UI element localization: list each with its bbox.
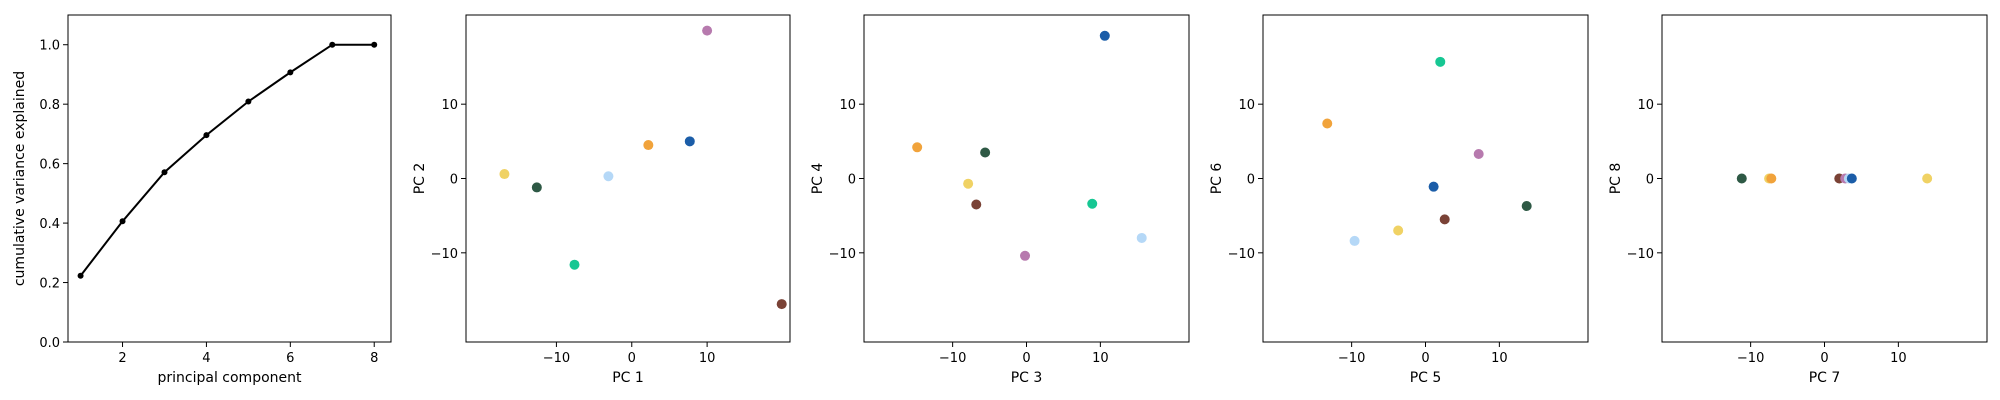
scatter-point — [1020, 250, 1031, 261]
y-tick-label: −10 — [1228, 247, 1255, 262]
x-tick-label: 0 — [628, 351, 636, 366]
scatter-point — [1099, 30, 1110, 41]
axes-frame — [67, 14, 392, 343]
x-tick-label: 2 — [118, 351, 126, 366]
scatter-point — [980, 147, 991, 158]
scatter-point — [603, 171, 614, 182]
scatter-point — [912, 142, 923, 153]
x-tick-label: 8 — [370, 351, 378, 366]
y-tick-label: 0 — [450, 173, 458, 188]
subplot-1: 2 4 6 8 0.0 0.2 0.4 0.6 0.8 1.0 principal componen… — [12, 14, 392, 386]
scatter-point — [1393, 225, 1404, 236]
y-tick-label: 10 — [839, 98, 856, 113]
scatter-point — [684, 136, 695, 147]
scatter-point — [1136, 232, 1147, 243]
y-tick-label: 1.0 — [39, 39, 60, 54]
scatter-point — [963, 178, 974, 189]
data-point — [287, 69, 294, 76]
scatter-point — [1766, 173, 1777, 184]
y-tick-label: 0.0 — [39, 336, 60, 351]
x-tick-label: 0 — [1820, 351, 1828, 366]
x-axis-label: principal component — [158, 370, 303, 386]
data-point — [119, 218, 126, 225]
y-tick-label: 0.4 — [39, 217, 60, 232]
x-tick-label: 10 — [1890, 351, 1907, 366]
scatter-point — [1087, 198, 1098, 209]
scatter-point — [643, 140, 654, 151]
y-tick-label: 0 — [848, 173, 856, 188]
x-tick-label: 0 — [1421, 351, 1429, 366]
scatter-point — [1435, 56, 1446, 67]
x-axis-label: PC 1 — [612, 370, 644, 386]
y-tick-label: −10 — [829, 247, 856, 262]
scatter-point — [1473, 148, 1484, 159]
y-tick-label: −10 — [1627, 247, 1654, 262]
y-axis-label: PC 2 — [412, 163, 428, 195]
y-tick-label: 0.2 — [39, 277, 60, 292]
subplot-5: −10 0 10 −10 0 10 PC 7 PC 8 — [1608, 14, 1988, 386]
y-tick-label: 0 — [1247, 173, 1255, 188]
data-point — [161, 169, 168, 176]
x-tick-label: 6 — [286, 351, 294, 366]
x-tick-label: −10 — [1338, 351, 1365, 366]
data-point — [371, 41, 378, 48]
x-tick-label: 10 — [1491, 351, 1508, 366]
data-point — [77, 272, 84, 279]
y-axis-label: PC 8 — [1608, 163, 1624, 195]
y-axis-label: cumulative variance explained — [12, 71, 28, 286]
data-point — [245, 98, 252, 105]
y-axis-label: PC 6 — [1209, 163, 1225, 195]
y-tick-label: 10 — [441, 98, 458, 113]
data-point — [203, 132, 210, 139]
x-tick-label: −10 — [939, 351, 966, 366]
x-axis-label: PC 7 — [1809, 370, 1841, 386]
scatter-point — [1349, 235, 1360, 246]
scatter-point — [1322, 118, 1333, 129]
scatter-point — [776, 299, 787, 310]
y-tick-label: 0 — [1646, 173, 1654, 188]
y-tick-label: 10 — [1238, 98, 1255, 113]
y-tick-label: 0.8 — [39, 98, 60, 113]
data-point — [329, 41, 336, 48]
subplot-2: −10 0 10 −10 0 10 PC 1 PC 2 — [412, 14, 791, 386]
x-tick-label: 4 — [202, 351, 210, 366]
x-tick-label: 0 — [1022, 351, 1030, 366]
x-tick-label: −10 — [543, 351, 570, 366]
scatter-point — [1428, 181, 1439, 192]
x-tick-label: −10 — [1737, 351, 1764, 366]
y-axis-label: PC 4 — [810, 163, 826, 195]
cumulative-variance-line — [79, 43, 375, 277]
y-tick-label: 0.6 — [39, 158, 60, 173]
scatter-point — [1922, 173, 1933, 184]
x-tick-label: 10 — [1092, 351, 1109, 366]
x-axis-label: PC 5 — [1410, 370, 1442, 386]
scatter-point — [499, 169, 510, 180]
scatter-point — [702, 25, 713, 36]
scatter-point — [1846, 173, 1857, 184]
scatter-point — [531, 182, 542, 193]
scatter-point — [1736, 173, 1747, 184]
subplot-3: −10 0 10 −10 0 10 PC 3 PC 4 — [810, 14, 1190, 386]
y-tick-label: 10 — [1637, 98, 1654, 113]
x-tick-label: 10 — [699, 351, 716, 366]
scatter-point — [971, 199, 982, 210]
scatter-point — [1439, 214, 1450, 225]
y-tick-label: −10 — [431, 247, 458, 262]
x-axis-label: PC 3 — [1011, 370, 1043, 386]
scatter-point — [569, 259, 580, 270]
subplot-4: −10 0 10 −10 0 10 PC 5 PC 6 — [1209, 14, 1589, 386]
scatter-point — [1521, 200, 1532, 211]
